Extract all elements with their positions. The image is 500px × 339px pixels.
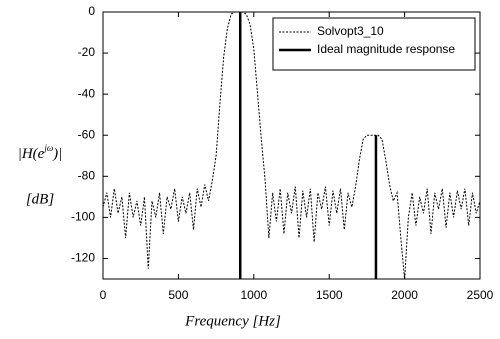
y-axis-unit: [dB] — [26, 191, 55, 207]
y-tick-label: -60 — [78, 127, 96, 141]
legend-label: Solvopt3_10 — [317, 24, 384, 38]
y-axis-label: |H(ejω)| — [18, 143, 63, 162]
x-tick-label: 500 — [168, 288, 188, 302]
series-line — [103, 11, 480, 279]
plot-frame — [102, 11, 481, 280]
x-tick-label: 2500 — [467, 288, 494, 302]
x-tick-label: 1000 — [240, 288, 267, 302]
x-tick-label: 1500 — [316, 288, 343, 302]
y-tick-label: -80 — [78, 168, 96, 182]
x-tick-label: 0 — [100, 288, 107, 302]
y-tick-label: -120 — [71, 251, 95, 265]
x-tick-label: 2000 — [391, 288, 418, 302]
series-line — [238, 12, 378, 279]
y-tick-label: 0 — [88, 4, 95, 18]
y-tick-label: -40 — [78, 86, 96, 100]
y-label-sup: jω — [43, 143, 53, 153]
y-tick-label: -100 — [71, 210, 95, 224]
legend-box — [272, 17, 476, 71]
legend-label: Ideal magnitude response — [317, 42, 455, 56]
y-tick-label: -20 — [78, 45, 96, 59]
y-label-end: )| — [52, 146, 62, 162]
y-label-base: |H(e — [18, 146, 45, 162]
x-axis-label: Frequency [Hz] — [184, 313, 281, 329]
